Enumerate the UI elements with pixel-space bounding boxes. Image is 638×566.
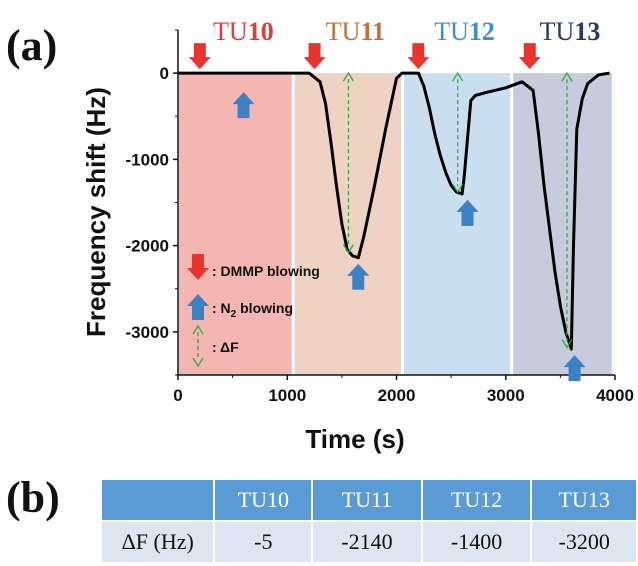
axes: 0 1000 2000 3000 4000 0 -1000 -2000 -3000: [126, 29, 634, 405]
delta-f-arrow: [561, 71, 573, 349]
dmmp-arrow: [188, 43, 211, 70]
table-cell: -3200: [530, 520, 638, 564]
y-tick-label: -3000: [126, 323, 169, 342]
legend-delta-f-text: : ΔF: [212, 339, 239, 355]
table-cell: -1400: [420, 520, 533, 564]
delta-f-head-bottom: [342, 244, 354, 254]
x-tick-label: 0: [173, 386, 182, 405]
delta-f-head-top: [561, 71, 573, 82]
panel-b-label: (b): [6, 473, 60, 522]
region-label-tu13: TU13: [540, 17, 601, 46]
n2-arrow: [232, 92, 255, 119]
delta-f-head-top: [452, 71, 464, 82]
y-tick-label: 0: [160, 64, 169, 83]
n2-arrow: [347, 263, 370, 290]
table-header-row: TU10 TU11 TU12 TU13: [99, 478, 638, 522]
panel-b-label-holder: (b): [6, 473, 60, 522]
legend-n2-symbol: [187, 294, 209, 320]
region-label-tu12: TU12: [434, 17, 495, 46]
delta-f-table: TU10 TU11 TU12 TU13 ΔF (Hz) -5 -2140 -14…: [99, 478, 638, 564]
delta-f-arrow: [452, 71, 464, 194]
table-row-label: ΔF (Hz): [99, 520, 216, 564]
dmmp-arrow: [518, 43, 541, 70]
condition-regions: TU10 TU11 TU12 TU13: [179, 17, 612, 375]
panel-a-label: (a): [6, 21, 57, 70]
delta-f-head-bottom: [452, 183, 464, 194]
legend-n2-text: : N2 blowing: [212, 300, 293, 320]
x-axis-title: Time (s): [305, 424, 404, 454]
figure-a: (a) TU10 TU11 TU12 TU13 0 1000 2000 3000 4000 0 -…: [6, 17, 634, 454]
table-row: ΔF (Hz) -5 -2140 -1400 -3200: [99, 520, 638, 564]
region-tu10: [179, 73, 292, 375]
table-cell: -5: [213, 520, 314, 564]
table-header-cell: TU10: [213, 478, 314, 522]
legend-dmmp-symbol: [187, 254, 209, 280]
region-label-tu11: TU11: [326, 17, 385, 46]
region-tu12: [403, 73, 511, 375]
arrow-markers: [188, 43, 586, 382]
region-label-tu10: TU10: [213, 17, 274, 46]
legend-dmmp-text: : DMMP blowing: [212, 263, 320, 279]
table-cell: -2140: [311, 520, 423, 564]
frequency-shift-curve: [178, 71, 610, 351]
x-tick-label: 3000: [487, 386, 525, 405]
dmmp-arrow: [407, 43, 430, 70]
table-header-cell: TU12: [420, 478, 533, 522]
legend-delta-f-symbol: [192, 324, 204, 368]
dmmp-arrow: [303, 43, 326, 70]
x-tick-label: 2000: [378, 386, 416, 405]
delta-f-head-top: [342, 71, 354, 82]
delta-f-arrow: [342, 71, 354, 254]
delta-f-head-bottom: [561, 339, 573, 349]
n2-arrow: [456, 199, 479, 226]
n2-arrow: [563, 355, 586, 382]
legend: : DMMP blowing : N2 blowing : ΔF: [187, 254, 320, 368]
x-tick-label: 4000: [596, 386, 634, 405]
delta-f-head-top: [192, 324, 204, 335]
table-header-cell: TU13: [530, 478, 638, 522]
region-tu13: [513, 73, 612, 375]
y-tick-label: -2000: [126, 237, 169, 256]
y-axis-title: Frequency shift (Hz): [81, 87, 111, 337]
y-tick-label: -1000: [126, 150, 169, 169]
table-header-cell: [99, 478, 216, 522]
region-tu11: [294, 73, 401, 375]
table-header-cell: TU11: [311, 478, 423, 522]
x-tick-label: 1000: [268, 386, 306, 405]
curve-line: [178, 71, 610, 351]
delta-f-head-bottom: [192, 357, 204, 368]
